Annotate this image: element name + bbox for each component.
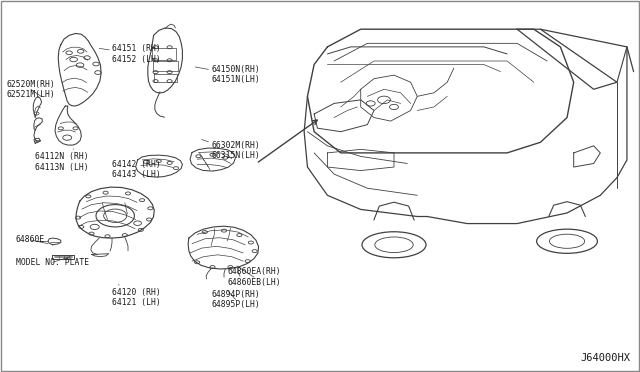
Text: 64151 (RH)
64152 (LH): 64151 (RH) 64152 (LH): [99, 44, 161, 64]
Text: MODEL NO. PLATE: MODEL NO. PLATE: [16, 257, 89, 267]
Text: 62520M(RH)
62521M(LH): 62520M(RH) 62521M(LH): [6, 80, 55, 99]
Text: 66302M(RH)
66315N(LH): 66302M(RH) 66315N(LH): [202, 140, 260, 160]
Text: J64000HX: J64000HX: [580, 353, 630, 363]
Text: 64860EA(RH)
64860EB(LH): 64860EA(RH) 64860EB(LH): [227, 266, 281, 287]
Text: 64150N(RH)
64151N(LH): 64150N(RH) 64151N(LH): [195, 65, 260, 84]
Text: 64120 (RH)
64121 (LH): 64120 (RH) 64121 (LH): [112, 285, 161, 307]
Text: 64860E: 64860E: [16, 235, 48, 244]
Text: 64894P(RH)
64895P(LH): 64894P(RH) 64895P(LH): [211, 290, 260, 309]
Text: 64142 (RH)
64143 (LH): 64142 (RH) 64143 (LH): [112, 160, 161, 179]
Text: 64112N (RH)
64113N (LH): 64112N (RH) 64113N (LH): [35, 149, 89, 171]
